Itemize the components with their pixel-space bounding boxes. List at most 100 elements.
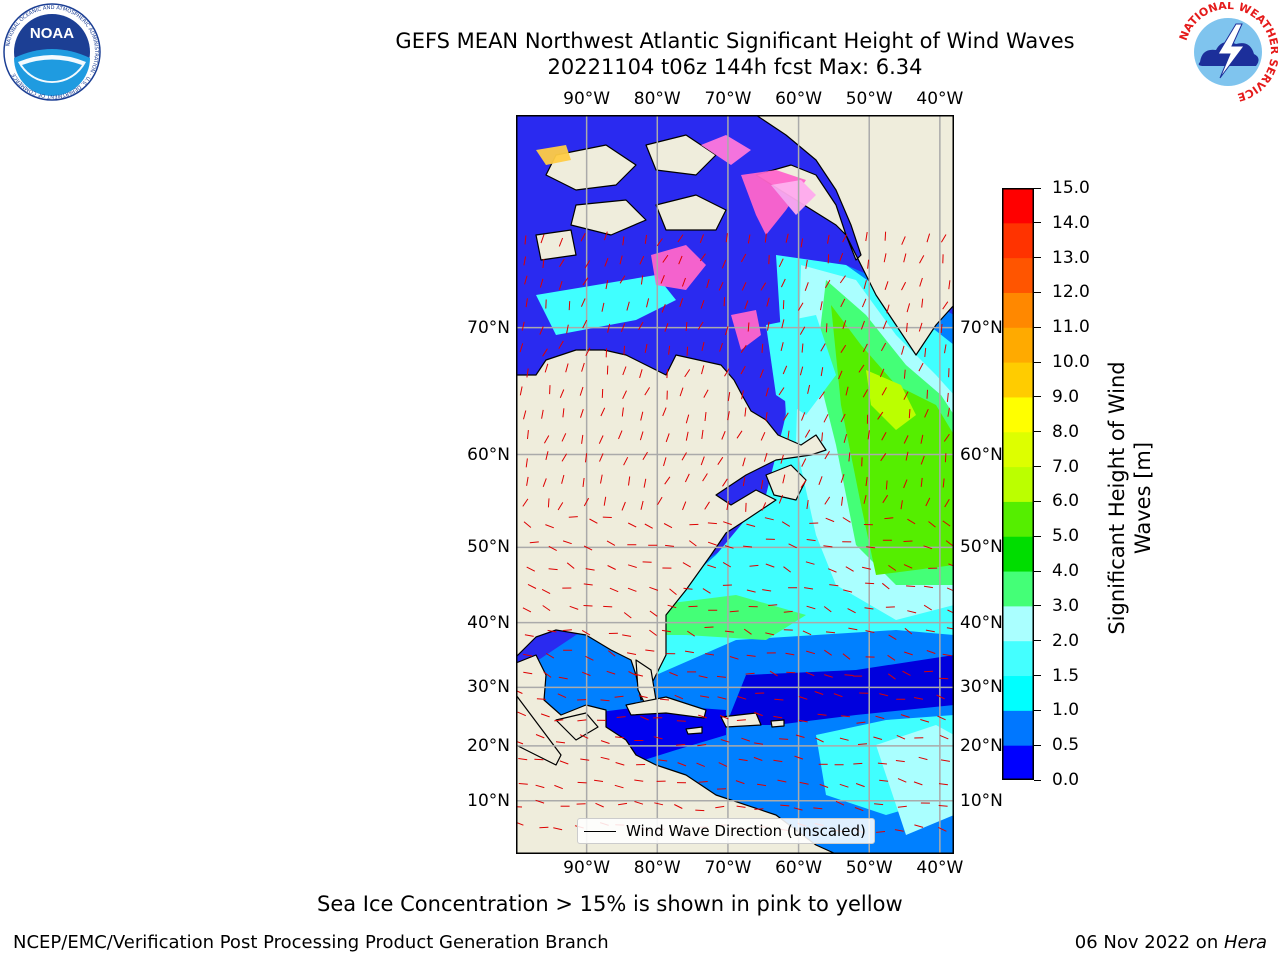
wave-direction-arrow — [884, 231, 887, 241]
wave-direction-arrow — [853, 762, 863, 765]
wave-direction-arrow — [585, 655, 594, 661]
wave-direction-arrow — [780, 454, 784, 464]
wave-direction-arrow — [880, 453, 887, 462]
sea-ice — [536, 135, 816, 350]
wave-direction-arrow — [725, 233, 728, 243]
wave-direction-arrow — [542, 258, 545, 268]
wave-direction-arrow — [523, 671, 533, 675]
lon-tick-label-top: 80°W — [633, 89, 681, 109]
wave-direction-arrow — [835, 800, 845, 806]
wave-direction-arrow — [904, 651, 913, 656]
wave-direction-arrow — [923, 585, 933, 589]
wave-direction-arrow — [704, 412, 707, 422]
wave-direction-arrow — [833, 693, 843, 698]
wave-direction-arrow — [627, 587, 637, 592]
wave-direction-arrow — [829, 584, 839, 587]
wave-direction-arrow — [527, 583, 537, 589]
wave-direction-arrow — [524, 235, 527, 245]
wave-direction-arrow — [818, 391, 825, 400]
colorbar-tick-label: 1.0 — [1052, 700, 1080, 721]
wave-direction-arrow — [562, 540, 572, 545]
wave-direction-arrow — [638, 695, 648, 699]
wave-direction-arrow — [603, 496, 607, 506]
lat-tick-label-left: 40°N — [467, 612, 510, 633]
wave-direction-arrow — [577, 719, 587, 722]
wave-direction-arrow — [598, 435, 604, 444]
wave-direction-arrow — [765, 412, 768, 422]
colorbar-tick-label: 15.0 — [1052, 178, 1090, 198]
wave-direction-arrow — [876, 831, 886, 833]
wave-direction-arrow — [928, 521, 936, 528]
wave-direction-arrow — [742, 477, 746, 487]
wave-direction-arrow — [719, 342, 723, 352]
wave-direction-arrow — [903, 369, 906, 379]
wave-direction-arrow — [640, 411, 644, 421]
wave-direction-arrow — [901, 345, 905, 355]
wave-direction-arrow — [583, 583, 593, 586]
wave-direction-arrow — [646, 298, 650, 308]
wave-direction-arrow — [920, 455, 925, 465]
wave-direction-arrow — [774, 698, 784, 701]
lon-tick-label-top: 70°W — [704, 89, 752, 109]
wave-direction-arrow — [640, 500, 644, 510]
colorbar-tick-mark — [1034, 466, 1041, 468]
wave-direction-arrow — [649, 586, 659, 591]
wave-direction-arrow — [735, 780, 745, 785]
wave-direction-arrow — [905, 451, 909, 461]
wave-direction-arrow — [704, 501, 710, 510]
wave-direction-arrow — [897, 778, 907, 783]
colorbar-tick-label: 12.0 — [1052, 282, 1090, 303]
wave-direction-arrow — [778, 387, 785, 396]
wave-direction-arrow — [519, 386, 523, 396]
wave-direction-arrow — [662, 254, 669, 263]
wave-direction-arrow — [888, 634, 897, 641]
wave-direction-arrow — [525, 458, 528, 468]
wave-direction-arrow — [558, 340, 564, 350]
wave-direction-arrow — [600, 474, 603, 484]
colorbar-segment — [1002, 466, 1034, 502]
wave-direction-arrow — [707, 541, 717, 546]
wave-direction-arrow — [524, 634, 534, 637]
wave-direction-arrow — [644, 234, 647, 244]
wave-direction-arrow — [862, 343, 868, 353]
wave-direction-arrow — [842, 517, 851, 523]
colorbar-tick-mark — [1034, 640, 1041, 642]
wave-direction-arrow — [794, 755, 804, 760]
wave-direction-arrow — [865, 582, 875, 585]
wave-direction-arrow — [861, 566, 872, 570]
wave-direction-arrow — [545, 524, 554, 529]
wave-direction-arrow — [665, 544, 675, 547]
wave-direction-arrow — [797, 302, 804, 311]
wave-direction-arrow — [553, 827, 563, 831]
wave-direction-arrow — [920, 434, 924, 444]
wave-direction-arrow — [844, 674, 854, 676]
land-masses — [516, 115, 954, 854]
wave-direction-arrow — [581, 362, 585, 372]
wave-direction-arrow — [861, 298, 867, 308]
wind-wave-vectors — [516, 231, 954, 834]
wave-direction-arrow — [542, 605, 551, 612]
wave-direction-arrow — [743, 628, 752, 635]
wave-direction-arrow — [639, 431, 644, 441]
colorbar-segment — [1002, 327, 1034, 363]
wave-direction-arrow — [904, 627, 913, 635]
wave-direction-arrow — [841, 496, 844, 506]
wave-direction-arrow — [798, 719, 808, 723]
wave-direction-arrow — [840, 474, 845, 483]
colorbar-segment — [1002, 640, 1034, 677]
wave-direction-arrow — [856, 721, 866, 724]
wave-direction-arrow — [723, 297, 726, 307]
wave-direction-arrow — [817, 713, 827, 716]
wave-direction-arrow — [548, 568, 558, 571]
wave-direction-arrow — [726, 501, 729, 511]
wave-direction-arrow — [658, 759, 668, 762]
wave-direction-arrow — [662, 407, 667, 417]
wave-direction-arrow — [554, 784, 563, 790]
wave-direction-arrow — [799, 781, 809, 785]
wave-direction-arrow — [782, 365, 788, 375]
wave-direction-arrow — [860, 320, 865, 330]
wave-direction-arrow — [522, 498, 529, 507]
wave-direction-arrow — [920, 477, 923, 487]
wave-direction-arrow — [921, 298, 924, 308]
wave-direction-arrow — [667, 604, 677, 609]
